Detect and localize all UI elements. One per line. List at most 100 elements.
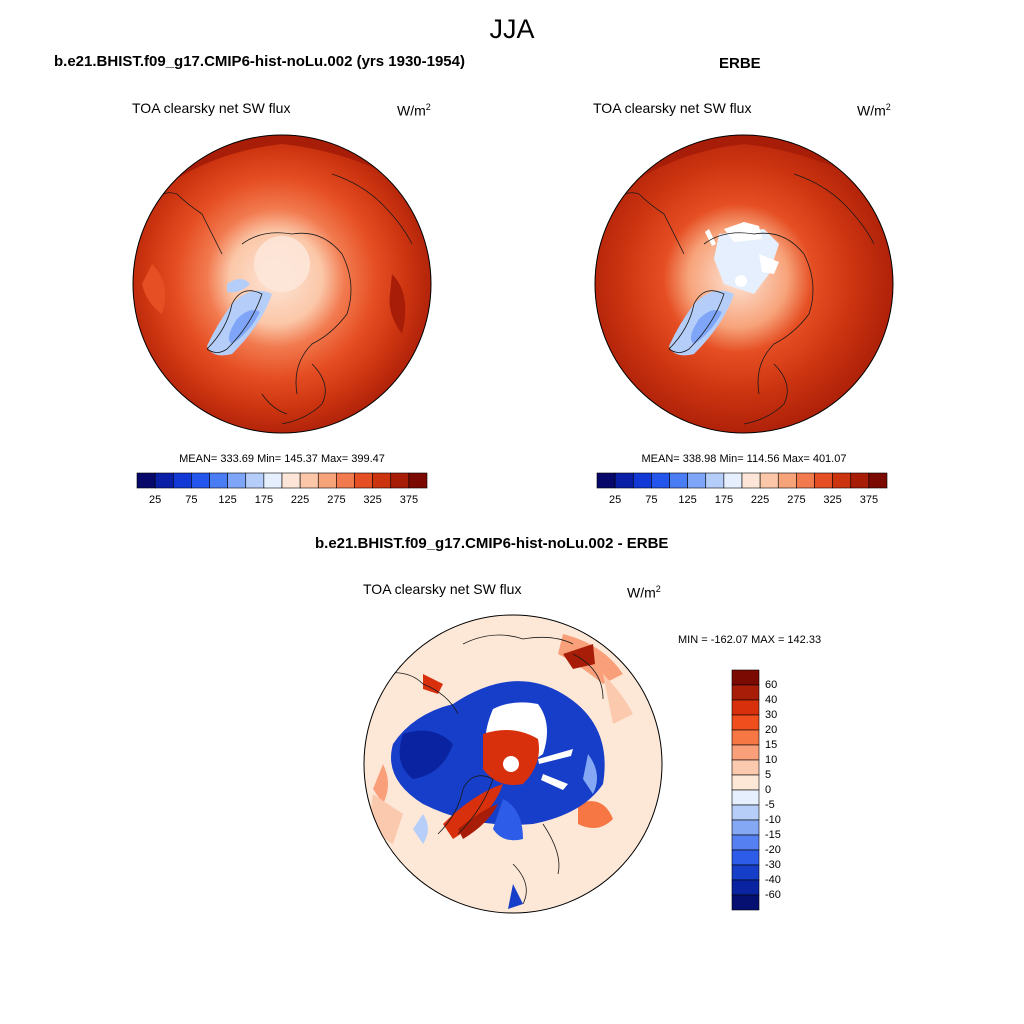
colorbar-swatch	[731, 669, 760, 686]
colorbar-swatch	[731, 834, 760, 851]
panel1-colorbar-ticks: 25 75 125 175 225 275 325 375	[137, 494, 427, 508]
colorbar-swatch	[209, 472, 228, 489]
colorbar-swatch	[731, 774, 760, 791]
colorbar-swatch	[731, 699, 760, 716]
panel3-tick: 0	[765, 784, 772, 796]
colorbar-swatch	[191, 472, 210, 489]
colorbar-swatch	[731, 849, 760, 866]
colorbar-swatch	[596, 472, 616, 489]
panel1-colorbar	[136, 472, 428, 489]
panel3-tick: -5	[765, 799, 775, 811]
colorbar-swatch	[868, 472, 888, 489]
panel2-tick: 175	[714, 494, 734, 506]
colorbar-swatch	[731, 789, 760, 806]
panel2-colorbar-ticks: 25 75 125 175 225 275 325 375	[597, 494, 887, 508]
colorbar-swatch	[299, 472, 319, 489]
colorbar-swatch	[777, 472, 797, 489]
panel1-tick: 175	[254, 494, 274, 506]
colorbar-swatch	[741, 472, 761, 489]
colorbar-swatch	[354, 472, 373, 489]
panel2-tick: 25	[608, 494, 622, 506]
panel1-stats: MEAN= 333.69 Min= 145.37 Max= 399.47	[179, 453, 385, 465]
panel3-tick: 15	[765, 739, 778, 751]
panel3-tick: 60	[765, 679, 778, 691]
panel3-title: b.e21.BHIST.f09_g17.CMIP6-hist-noLu.002 …	[315, 535, 669, 552]
colorbar-swatch	[731, 804, 760, 821]
panel2-tick: 75	[645, 494, 658, 506]
colorbar-swatch	[372, 472, 392, 489]
colorbar-swatch	[850, 472, 870, 489]
colorbar-swatch	[731, 894, 760, 911]
panel3-tick: -40	[765, 874, 781, 886]
colorbar-swatch	[669, 472, 688, 489]
panel2-tick: 125	[678, 494, 697, 506]
panel3-units: W/m2	[627, 584, 661, 601]
colorbar-swatch	[336, 472, 355, 489]
colorbar-swatch	[651, 472, 670, 489]
panel2-units-base: W/m	[857, 102, 886, 119]
colorbar-swatch	[390, 472, 410, 489]
panel3-stats: MIN = -162.07 MAX = 142.33	[678, 634, 822, 646]
colorbar-swatch	[796, 472, 815, 489]
colorbar-swatch	[408, 472, 428, 489]
season-title: JJA	[489, 14, 535, 44]
colorbar-swatch	[263, 472, 283, 489]
panel3-tick: -30	[765, 859, 781, 871]
panel2-tick: 325	[823, 494, 842, 506]
colorbar-swatch	[687, 472, 707, 489]
panel1-tick: 275	[327, 494, 346, 506]
panel2-units-exp: 2	[885, 102, 891, 112]
panel3-polar-map	[363, 614, 663, 914]
panel3-tick: 40	[765, 694, 778, 706]
colorbar-swatch	[731, 759, 760, 776]
panel1-tick: 125	[218, 494, 237, 506]
panel1-tick: 225	[290, 494, 310, 506]
colorbar-swatch	[731, 819, 760, 836]
panel3-colorbar-ticks: 60 40 30 20 15 10 5 0 -5 -10 -15 -20 -30…	[765, 670, 805, 910]
panel1-tick: 75	[185, 494, 198, 506]
colorbar-swatch	[614, 472, 634, 489]
colorbar-swatch	[705, 472, 725, 489]
colorbar-swatch	[317, 472, 337, 489]
panel1-polar-map	[132, 134, 432, 434]
colorbar-swatch	[154, 472, 174, 489]
colorbar-swatch	[731, 744, 760, 761]
colorbar-swatch	[632, 472, 652, 489]
panel1-tick: 325	[363, 494, 382, 506]
colorbar-swatch	[172, 472, 192, 489]
panel3-tick: -10	[765, 814, 781, 826]
colorbar-swatch	[731, 684, 760, 701]
colorbar-swatch	[814, 472, 833, 489]
panel1-tick: 25	[148, 494, 162, 506]
panel1-units-base: W/m	[397, 102, 426, 119]
panel2-tick: 275	[787, 494, 806, 506]
colorbar-swatch	[227, 472, 247, 489]
panel2-field: TOA clearsky net SW flux	[593, 100, 752, 116]
colorbar-swatch	[281, 472, 301, 489]
panel2-tick: 375	[859, 494, 879, 506]
panel1-tick: 375	[399, 494, 419, 506]
colorbar-swatch	[731, 729, 760, 746]
panel2-colorbar	[596, 472, 888, 489]
panel3-tick: 20	[765, 724, 778, 736]
panel2-units: W/m2	[857, 102, 891, 119]
panel1-units: W/m2	[397, 102, 431, 119]
panel1-units-exp: 2	[425, 102, 431, 112]
colorbar-swatch	[245, 472, 265, 489]
colorbar-swatch	[832, 472, 852, 489]
panel2-stats: MEAN= 338.98 Min= 114.56 Max= 401.07	[641, 453, 847, 465]
colorbar-swatch	[136, 472, 156, 489]
panel3-tick: 30	[765, 709, 778, 721]
panel2-title: ERBE	[719, 55, 761, 72]
colorbar-swatch	[731, 879, 760, 896]
colorbar-swatch	[731, 864, 760, 881]
panel3-tick: -15	[765, 829, 781, 841]
panel1-field: TOA clearsky net SW flux	[132, 100, 291, 116]
panel3-tick: 10	[765, 754, 778, 766]
panel3-field: TOA clearsky net SW flux	[363, 581, 522, 597]
panel3-tick: -20	[765, 844, 781, 856]
panel3-units-base: W/m	[627, 584, 656, 601]
panel3-tick: -60	[765, 889, 781, 901]
panel2-tick: 225	[750, 494, 770, 506]
panel3-colorbar	[731, 669, 760, 911]
